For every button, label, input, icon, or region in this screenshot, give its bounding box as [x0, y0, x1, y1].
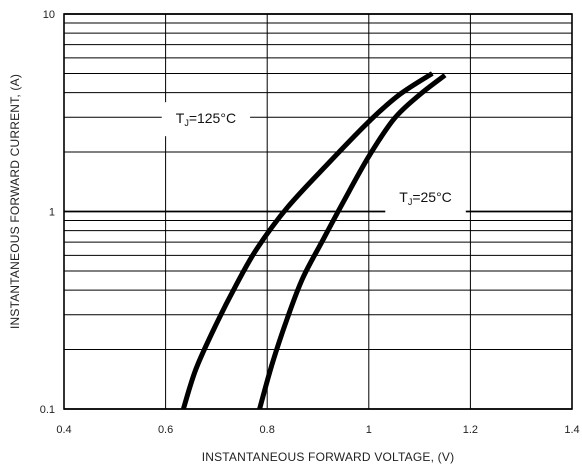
series-label-tj-25-rest: =25°C: [412, 189, 451, 205]
series-label-tj-25-background: [385, 180, 466, 215]
y-axis-title: INSTANTANEOUS FORWARD CURRENT, (A): [8, 74, 22, 329]
curves: [180, 71, 447, 410]
series-label-tj-25-text: TJ=25°C: [399, 189, 452, 207]
curve-tj-125: [180, 71, 434, 410]
x-tick-label: 0.6: [158, 424, 173, 436]
x-tick-label: 0.8: [260, 424, 275, 436]
y-tick-labels: 0.1 1 10: [40, 9, 55, 416]
series-label-tj-25-main: T: [399, 189, 408, 205]
series-label-tj-25-sub: J: [408, 197, 413, 207]
plot-frame: [63, 13, 573, 410]
y-tick-label: 10: [43, 9, 55, 21]
grid: [63, 13, 573, 410]
y-tick-label: 0.1: [40, 404, 55, 416]
x-tick-label: 1.2: [463, 424, 478, 436]
y-tick-label: 1: [49, 207, 55, 219]
series-label-tj-125-main: T: [176, 110, 185, 126]
series-label-tj-125: TJ=125°C: [161, 102, 251, 137]
series-label-tj-125-sub: J: [184, 118, 189, 128]
horizontal-gridlines: [64, 13, 572, 410]
curve-tj-25: [257, 73, 447, 410]
x-tick-label: 1: [366, 424, 372, 436]
x-tick-label: 1.4: [564, 424, 579, 436]
series-label-tj-125-background: [161, 102, 251, 137]
series-label-tj-25: TJ=25°C: [385, 180, 466, 215]
x-axis-title: INSTANTANEOUS FORWARD VOLTAGE, (V): [202, 450, 455, 464]
x-tick-labels: 0.4 0.6 0.8 1 1.2 1.4: [56, 424, 579, 436]
series-label-tj-125-rest: =125°C: [189, 110, 236, 126]
x-tick-label: 0.4: [56, 424, 71, 436]
series-label-tj-125-text: TJ=125°C: [176, 110, 236, 128]
